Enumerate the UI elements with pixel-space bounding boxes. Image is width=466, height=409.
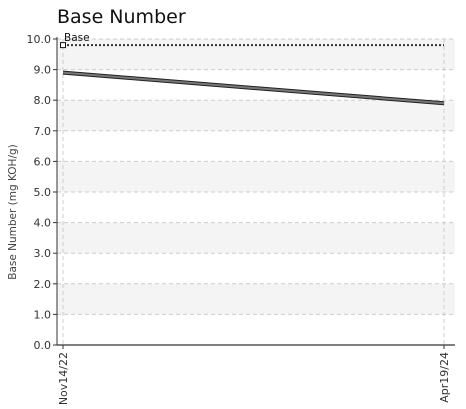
data-point [60, 42, 66, 49]
plot-band [57, 39, 455, 70]
y-tick-label: 8.0 [34, 94, 52, 107]
plot-band [57, 100, 455, 131]
y-tick-label: 10.0 [27, 33, 52, 46]
y-tick-label: 2.0 [34, 278, 52, 291]
y-tick-label: 3.0 [34, 247, 52, 260]
plot-band [57, 192, 455, 223]
y-tick-label: 7.0 [34, 125, 52, 138]
plot-band [57, 253, 455, 284]
plot-band [57, 283, 455, 315]
chart-title: Base Number [57, 6, 186, 28]
y-tick-label: 9.0 [34, 64, 52, 77]
y-tick-label: 4.0 [34, 217, 52, 230]
y-axis-title: Base Number (mg KOH/g) [7, 144, 19, 280]
plot-band [57, 130, 455, 162]
y-tick-label: 5.0 [34, 186, 52, 199]
plot-band [57, 222, 455, 254]
series-label-base: Base [64, 32, 90, 44]
y-tick-label: 1.0 [34, 308, 52, 321]
plot-band [57, 161, 455, 192]
series-line-base-number [62, 71, 445, 105]
y-tick-label: 6.0 [34, 155, 52, 168]
plot-band [57, 314, 455, 345]
x-tick-label: Apr19/24 [438, 352, 451, 403]
x-tick-label: Nov14/22 [57, 352, 70, 405]
y-tick-label: 0.0 [34, 339, 52, 352]
plot-band [57, 69, 455, 101]
